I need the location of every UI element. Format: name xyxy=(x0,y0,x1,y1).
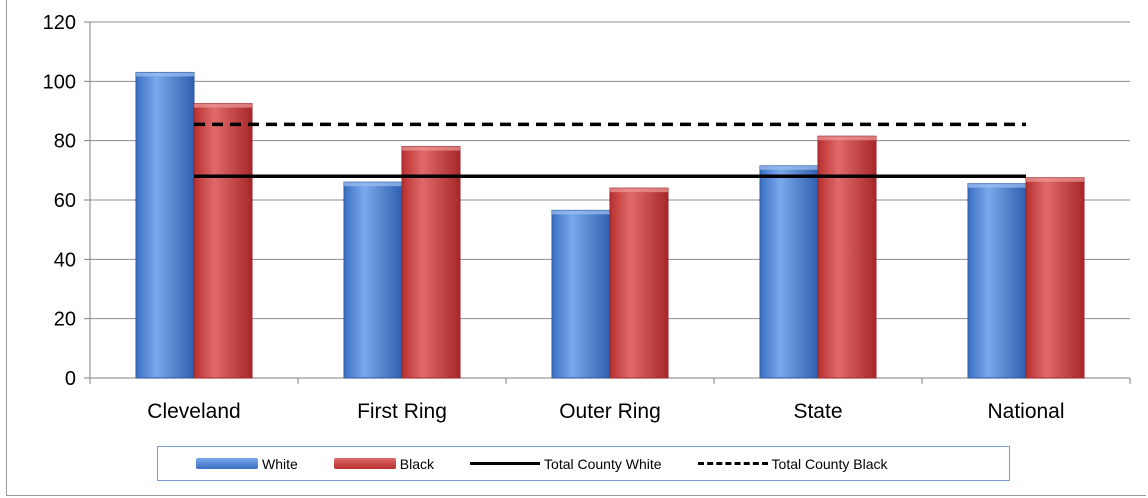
legend-swatch-total-county-black xyxy=(697,462,768,465)
legend-item-black: Black xyxy=(333,455,435,472)
legend-swatch-white xyxy=(196,458,258,469)
y-tick-label: 120 xyxy=(43,12,76,34)
chart-frame xyxy=(6,0,1146,496)
bar-white-cleveland xyxy=(135,71,195,379)
legend-label-black: Black xyxy=(399,455,435,472)
bar-top-highlight xyxy=(136,72,194,77)
bar-black-state xyxy=(817,135,877,379)
legend-item-total-county-white: Total County White xyxy=(470,456,662,472)
bar-chart: 0 20 40 60 80 100 120 Cleveland First Ring Outer … xyxy=(43,12,1131,423)
bar-black-national xyxy=(1025,177,1085,379)
bar-white-outer-ring xyxy=(551,209,611,379)
y-tick-label: 40 xyxy=(54,249,76,271)
x-tick-label: Outer Ring xyxy=(559,400,661,423)
x-tick-label: State xyxy=(793,400,842,423)
legend: White Black Total County White Total Cou… xyxy=(157,446,1010,481)
legend-swatch-black xyxy=(333,458,396,469)
x-tick-label: First Ring xyxy=(357,400,447,423)
y-tick-label: 60 xyxy=(54,190,76,212)
bar-top-highlight xyxy=(760,165,818,170)
legend-label-total-county-white: Total County White xyxy=(544,455,662,472)
bars xyxy=(135,71,1085,379)
legend-label-total-county-black: Total County Black xyxy=(771,455,888,472)
legend-label-white: White xyxy=(262,455,298,472)
reference-lines xyxy=(194,122,1026,179)
legend-item-total-county-black: Total County Black xyxy=(697,455,888,472)
bar-top-highlight xyxy=(344,182,402,187)
bar-black-outer-ring xyxy=(609,187,669,379)
bar-top-highlight xyxy=(552,210,610,215)
y-tick-label: 0 xyxy=(65,368,76,390)
bar-top-highlight xyxy=(968,183,1026,188)
legend-item-white: White xyxy=(196,456,298,472)
bar-top-highlight xyxy=(194,103,252,108)
bar-white-state xyxy=(759,165,819,379)
bar-top-highlight xyxy=(610,188,668,193)
bar-white-first-ring xyxy=(343,181,403,379)
bar-white-national xyxy=(967,183,1027,379)
x-tick-label: Cleveland xyxy=(147,400,240,423)
legend-swatch-total-county-white xyxy=(470,462,541,465)
bar-top-highlight xyxy=(1026,177,1084,182)
x-tick-label: National xyxy=(987,400,1064,423)
bar-black-cleveland xyxy=(193,103,253,379)
axis-labels: 0 20 40 60 80 100 120 Cleveland First Ring Outer … xyxy=(43,12,1065,423)
y-tick-label: 20 xyxy=(54,309,76,331)
y-tick-label: 80 xyxy=(54,131,76,153)
bar-top-highlight xyxy=(402,146,460,151)
bar-black-first-ring xyxy=(401,146,461,379)
bar-top-highlight xyxy=(818,136,876,141)
y-tick-label: 100 xyxy=(43,71,76,93)
